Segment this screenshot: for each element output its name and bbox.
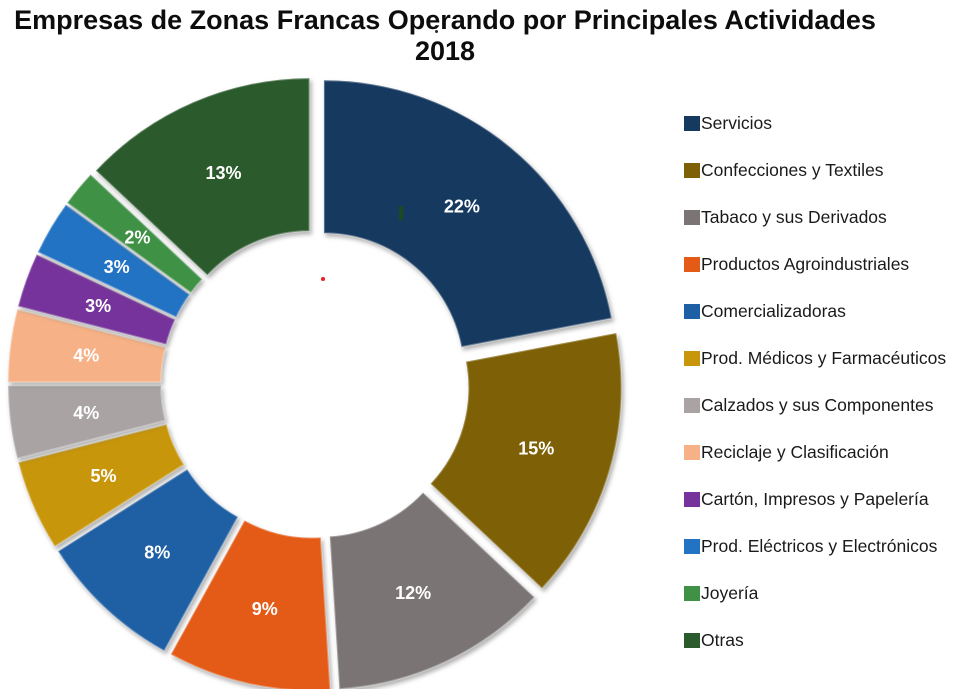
data-label: 3%: [104, 257, 130, 277]
data-label: 4%: [73, 403, 99, 423]
chart-title-line2: 2018: [414, 36, 476, 66]
legend-label: Productos Agroindustriales: [701, 253, 910, 274]
donut-slice-joyeria: [65, 173, 204, 295]
legend-item: Cartón, Impresos y Papelería: [684, 489, 964, 509]
donut-slice-prod-medicos-y-farmaceuticos: [17, 423, 186, 548]
legend-swatch-icon: [684, 397, 700, 413]
stray-ink-dot: [435, 30, 438, 33]
data-label: 2%: [124, 227, 150, 247]
legend-swatch-icon: [684, 444, 700, 460]
donut-slice-confecciones-y-textiles: [429, 331, 623, 590]
donut-slice-tabaco-y-sus-derivados: [328, 491, 536, 689]
legend-swatch-icon: [684, 350, 700, 366]
legend-item: Calzados y sus Componentes: [684, 395, 964, 415]
legend-label: Confecciones y Textiles: [701, 159, 884, 180]
donut-chart: 22% 15% 12% 9% 8% 5% 4% 4% 3% 3% 2% 13%: [7, 77, 623, 689]
data-label: 4%: [73, 345, 99, 365]
donut-slice-carton-impresos-y-papeleria: [16, 253, 177, 346]
legend-item: Prod. Eléctricos y Electrónicos: [684, 536, 964, 556]
legend-label: Tabaco y sus Derivados: [701, 206, 887, 227]
data-label: 9%: [252, 599, 278, 619]
legend-swatch-icon: [684, 585, 700, 601]
legend-item: Productos Agroindustriales: [684, 254, 964, 274]
legend-swatch-icon: [684, 632, 700, 648]
legend-label: Comercializadoras: [701, 300, 846, 321]
legend-label: Cartón, Impresos y Papelería: [701, 488, 929, 509]
data-label: 12%: [395, 583, 431, 603]
stray-red-dot: [321, 277, 325, 281]
data-label: 5%: [90, 466, 116, 486]
legend-label: Prod. Médicos y Farmacéuticos: [701, 347, 947, 368]
legend-swatch-icon: [684, 209, 700, 225]
legend-item: Comercializadoras: [684, 301, 964, 321]
chart-legend: Servicios Confecciones y Textiles Tabaco y…: [684, 113, 964, 650]
donut-slice-calzados-y-sus-componentes: [7, 384, 167, 460]
donut-slice-reciclaje-y-clasificacion: [7, 308, 167, 384]
data-label: 22%: [444, 197, 480, 217]
data-label: 8%: [144, 542, 170, 562]
legend-swatch-icon: [684, 303, 700, 319]
legend-swatch-icon: [684, 115, 700, 131]
legend-item: Joyería: [684, 583, 964, 603]
legend-item: Confecciones y Textiles: [684, 160, 964, 180]
legend-item: Servicios: [684, 113, 964, 133]
data-label: 15%: [518, 439, 554, 459]
data-label: 13%: [205, 163, 241, 183]
legend-label: Prod. Eléctricos y Electrónicos: [701, 535, 938, 556]
legend-label: Servicios: [701, 112, 772, 133]
donut-slice-otras: [94, 77, 311, 277]
stray-green-tick: [399, 206, 403, 220]
legend-item: Prod. Médicos y Farmacéuticos: [684, 348, 964, 368]
legend-item: Otras: [684, 630, 964, 650]
donut-slice-servicios: [322, 79, 613, 349]
donut-slice-comercializadoras: [56, 467, 240, 653]
legend-item: Reciclaje y Clasificación: [684, 442, 964, 462]
legend-label: Calzados y sus Componentes: [701, 394, 934, 415]
legend-item: Tabaco y sus Derivados: [684, 207, 964, 227]
donut-slice-productos-agroindustriales: [169, 518, 332, 689]
legend-swatch-icon: [684, 256, 700, 272]
legend-label: Joyería: [701, 582, 759, 603]
chart-title-line1: Empresas de Zonas Francas Operando por P…: [14, 5, 876, 35]
legend-swatch-icon: [684, 538, 700, 554]
donut-slice-prod-electricos-y-electronicos: [36, 203, 192, 319]
legend-swatch-icon: [684, 162, 700, 178]
legend-swatch-icon: [684, 491, 700, 507]
chart-title: Empresas de Zonas Francas Operando por P…: [0, 5, 890, 67]
legend-label: Reciclaje y Clasificación: [701, 441, 889, 462]
data-label: 3%: [85, 296, 111, 316]
legend-label: Otras: [701, 629, 744, 650]
